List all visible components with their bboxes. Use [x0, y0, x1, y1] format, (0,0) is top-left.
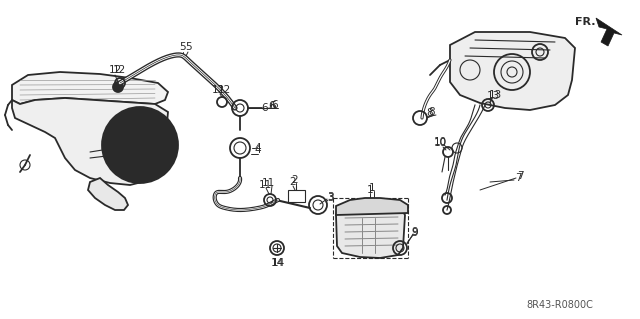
Polygon shape [88, 178, 128, 210]
Polygon shape [336, 198, 408, 215]
Text: 3: 3 [326, 192, 333, 202]
Text: 13: 13 [486, 91, 500, 101]
Text: 5: 5 [185, 42, 191, 52]
Text: 12: 12 [113, 65, 125, 75]
Text: 8: 8 [429, 107, 435, 117]
Polygon shape [12, 98, 168, 185]
Text: 1: 1 [367, 185, 373, 195]
Text: 1: 1 [369, 183, 375, 193]
Text: 9: 9 [412, 228, 419, 238]
Text: 4: 4 [255, 145, 261, 155]
Text: 11: 11 [261, 178, 275, 188]
Text: 10: 10 [433, 137, 447, 147]
Text: 10: 10 [433, 138, 447, 148]
Text: 2: 2 [292, 175, 298, 185]
Text: FR.: FR. [575, 17, 595, 27]
Polygon shape [450, 32, 575, 110]
Polygon shape [596, 18, 622, 46]
Polygon shape [12, 72, 168, 104]
Text: 13: 13 [488, 90, 502, 100]
Text: 8R43-R0800C: 8R43-R0800C [527, 300, 593, 310]
Text: 7: 7 [516, 171, 524, 181]
Text: 12: 12 [108, 65, 122, 75]
Text: 11: 11 [259, 180, 271, 190]
Text: 2: 2 [290, 177, 296, 187]
Text: 6: 6 [269, 101, 276, 111]
Text: 7: 7 [515, 173, 522, 183]
Polygon shape [336, 200, 405, 258]
Text: 14: 14 [271, 258, 285, 268]
Text: 14: 14 [270, 258, 284, 268]
Text: 6: 6 [262, 103, 268, 113]
Circle shape [113, 82, 123, 92]
Text: 8: 8 [427, 108, 433, 118]
Text: 4: 4 [255, 143, 261, 153]
Text: 6: 6 [272, 100, 278, 110]
Text: 6: 6 [269, 101, 275, 111]
Text: 12: 12 [211, 85, 225, 95]
Text: 3: 3 [326, 193, 333, 203]
Text: 9: 9 [412, 227, 419, 237]
Circle shape [102, 107, 178, 183]
Text: 5: 5 [180, 42, 186, 52]
Text: 12: 12 [218, 85, 230, 95]
